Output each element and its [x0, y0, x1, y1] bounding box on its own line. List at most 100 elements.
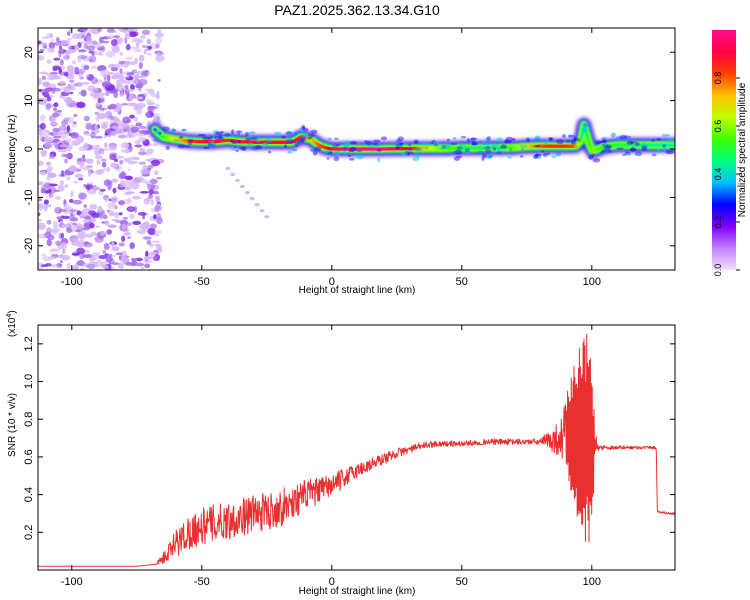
noise-blob [38, 212, 41, 217]
snr-y-axis: 0.2 0.4 0.6 0.8 1.0 1.2 [23, 336, 675, 540]
noise-blob [39, 224, 44, 230]
noise-blob [150, 184, 156, 190]
noise-blob [56, 37, 60, 43]
noise-blob [56, 109, 63, 113]
noise-blob [82, 227, 91, 231]
ridge-speckle [573, 136, 577, 142]
ridge-speckle [309, 148, 316, 152]
ridge-speckle [562, 134, 566, 138]
noise-blob [84, 233, 94, 238]
noise-blob [74, 44, 79, 51]
noise-blob [156, 91, 160, 97]
ridge-speckle [420, 142, 429, 146]
ridge-speckle [300, 138, 305, 144]
ridge-speckle [483, 142, 491, 146]
trace-blob [249, 197, 255, 201]
noise-blob [104, 220, 110, 226]
noise-blob [121, 223, 127, 231]
noise-blob [70, 131, 79, 139]
ridge-speckle [496, 137, 503, 142]
spectrogram-faint-trace [225, 166, 270, 219]
ridge-speckle [440, 145, 447, 150]
x-tick-label: 0 [329, 576, 335, 588]
ridge-speckle [661, 133, 667, 138]
ridge-speckle [333, 156, 340, 162]
noise-blob [93, 261, 100, 266]
noise-blob [147, 45, 153, 50]
ridge-speckle [412, 156, 420, 162]
noise-blob [135, 257, 143, 262]
noise-blob [78, 146, 88, 152]
noise-blob [47, 166, 54, 171]
noise-blob [53, 57, 61, 61]
noise-blob [53, 102, 59, 108]
noise-blob [100, 69, 110, 77]
noise-blob [137, 212, 147, 216]
noise-blob [76, 82, 83, 87]
noise-blob [38, 181, 44, 186]
noise-blob [81, 81, 91, 85]
ridge-speckle [464, 148, 470, 153]
noise-blob [65, 176, 71, 181]
noise-blob [126, 72, 135, 76]
noise-blob [111, 262, 121, 266]
ridge-speckle [450, 142, 458, 146]
ridge-speckle [662, 147, 667, 152]
noise-blob [98, 52, 103, 56]
noise-blob [72, 222, 78, 226]
ridge-speckle [343, 140, 352, 146]
noise-blob [46, 219, 52, 225]
noise-blob [127, 207, 135, 211]
noise-blob [97, 107, 108, 111]
ridge-speckle [599, 151, 605, 154]
noise-blob [138, 147, 146, 152]
noise-blob [131, 257, 137, 262]
ridge-speckle [665, 134, 670, 137]
noise-blob [124, 186, 132, 191]
ridge-speckle [519, 155, 524, 158]
noise-blob [80, 89, 87, 97]
noise-blob [53, 189, 60, 193]
noise-blob [76, 135, 85, 144]
noise-blob [97, 205, 103, 213]
noise-blob [69, 218, 79, 222]
ridge-speckle [326, 157, 330, 160]
noise-blob [90, 28, 95, 33]
ridge-speckle [209, 144, 217, 148]
noise-blob [94, 135, 103, 139]
noise-blob [95, 225, 100, 228]
noise-blob [77, 242, 83, 248]
ridge-speckle [509, 148, 513, 152]
noise-blob [68, 79, 75, 83]
ridge-speckle [356, 149, 362, 153]
spectrogram-y-axis: -20 -10 0 10 20 [23, 46, 675, 254]
noise-blob [73, 82, 78, 87]
noise-blob [117, 84, 126, 90]
ridge-speckle [662, 144, 667, 148]
noise-blob [110, 38, 118, 47]
noise-blob [69, 83, 75, 87]
noise-blob [123, 157, 132, 163]
ridge-speckle [334, 150, 341, 155]
trace-blob [225, 166, 231, 170]
noise-blob [78, 233, 85, 242]
ridge-speckle [406, 151, 414, 155]
ridge-speckle [546, 152, 551, 155]
ridge-speckle [592, 157, 601, 163]
y-tick-label: 0.2 [23, 525, 35, 540]
y-tick-label: 10 [23, 94, 35, 106]
noise-blob [38, 197, 43, 202]
noise-blob [40, 264, 49, 268]
snr-y-label: SNR (10 * v/v) [7, 393, 18, 457]
noise-blob [148, 188, 154, 195]
x-tick-label: -100 [61, 276, 83, 288]
ridge-speckle [407, 149, 413, 152]
noise-blob [91, 204, 98, 210]
noise-blob [120, 92, 124, 97]
noise-blob [95, 91, 105, 98]
noise-blob [107, 180, 113, 188]
noise-blob [46, 161, 51, 167]
noise-blob [69, 198, 74, 203]
ridge-speckle [285, 131, 293, 136]
trace-blob [230, 172, 236, 177]
